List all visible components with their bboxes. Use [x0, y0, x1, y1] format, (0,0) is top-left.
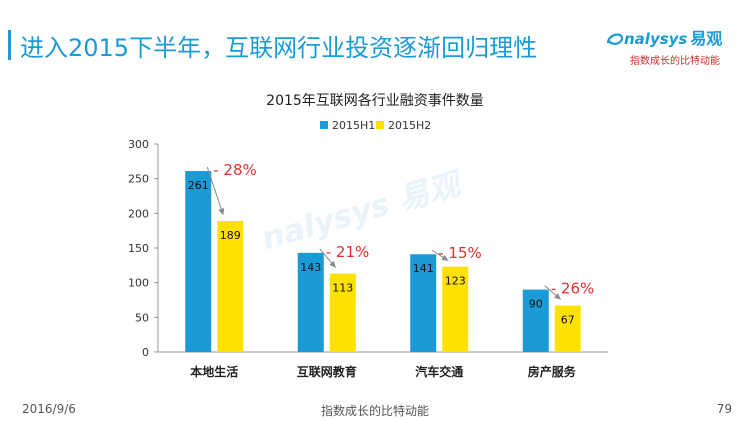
change-arrow-head [218, 208, 225, 215]
bar-h2 [329, 273, 356, 352]
y-tick-label: 0 [142, 346, 149, 359]
data-label-h1: 143 [300, 261, 321, 274]
legend-swatch-1 [320, 121, 328, 129]
x-tick-label: 本地生活 [190, 364, 238, 379]
bar-h2 [554, 305, 581, 352]
data-label-h2: 123 [445, 275, 466, 288]
x-tick-label: 房产服务 [528, 364, 577, 379]
bar-h2 [442, 266, 469, 352]
analysys-logo: nalysys 易观 指数成长的比特动能 [606, 25, 738, 70]
logo-text: nalysys [624, 30, 688, 48]
y-tick-label: 200 [128, 207, 149, 220]
page-number: 79 [716, 402, 732, 416]
change-percent-label: - 28% [213, 161, 257, 179]
y-tick-label: 100 [128, 277, 149, 290]
change-percent-label: - 26% [551, 280, 595, 298]
bar-h1 [185, 171, 212, 352]
page-title: 进入2015下半年，互联网行业投资逐渐回归理性 [20, 34, 538, 62]
chart-title: 2015年互联网各行业融资事件数量 [266, 93, 484, 109]
legend-swatch-2 [376, 121, 384, 129]
bar-h1 [522, 289, 549, 352]
change-arrow-head [553, 293, 561, 300]
change-arrow-head [441, 254, 449, 261]
change-arrow [206, 166, 224, 216]
bar-h1 [410, 254, 437, 352]
legend-label-2: 2015H2 [388, 119, 431, 132]
data-label-h2: 67 [561, 314, 575, 327]
y-tick-label: 300 [128, 138, 149, 151]
data-label-h2: 189 [220, 229, 241, 242]
data-label-h1: 90 [529, 298, 543, 311]
logo-swoosh-icon [606, 33, 624, 45]
change-arrow-head [329, 260, 336, 268]
footer-date: 2016/9/6 [22, 402, 76, 416]
y-tick-label: 250 [128, 173, 149, 186]
bar-chart: 2015年互联网各行业融资事件数量 2015H1 2015H2 0 50 100 150 20… [128, 93, 608, 379]
change-percent-label: - 21% [326, 243, 370, 261]
x-tick-label: 互联网教育 [297, 364, 357, 379]
data-label-h2: 113 [332, 282, 353, 295]
data-label-h1: 261 [188, 179, 209, 192]
y-tick-label: 150 [128, 242, 149, 255]
logo-cn: 易观 [690, 29, 723, 48]
legend-label-1: 2015H1 [332, 119, 375, 132]
bar-h1 [297, 252, 324, 352]
x-tick-label: 汽车交通 [415, 364, 463, 379]
footer-slogan: 指数成长的比特动能 [320, 404, 429, 418]
data-label-h1: 141 [413, 262, 434, 275]
logo-slogan: 指数成长的比特动能 [630, 56, 720, 67]
bar-h2 [217, 220, 244, 352]
title-accent-bar [8, 30, 11, 60]
y-tick-label: 50 [135, 311, 149, 324]
change-percent-label: - 15% [438, 244, 482, 262]
